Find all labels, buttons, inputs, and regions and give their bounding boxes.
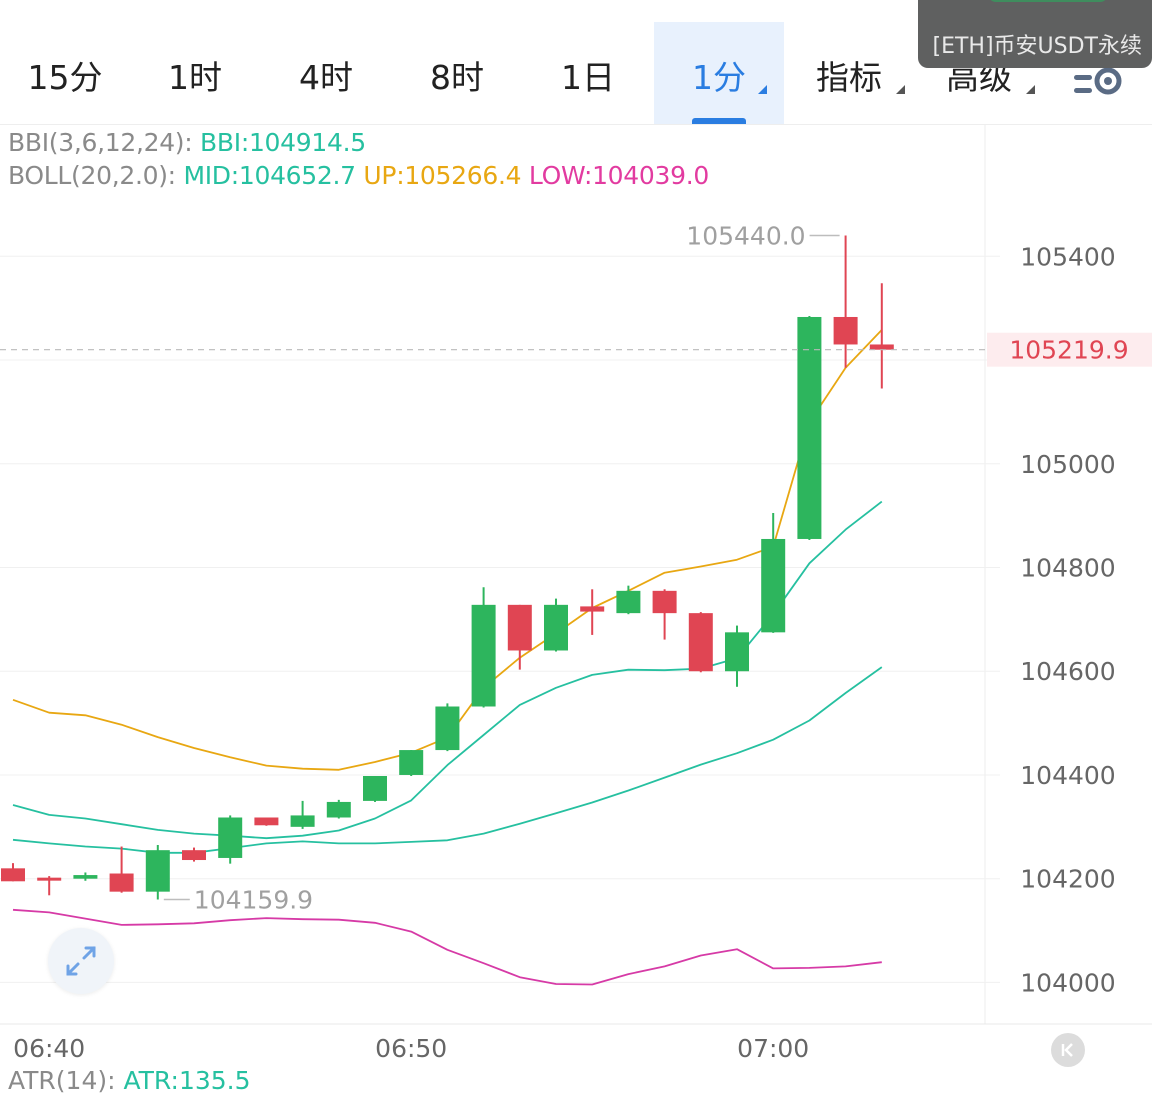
tab-15m[interactable]: 15分: [0, 22, 130, 124]
x-tick-label: 06:50: [375, 1034, 447, 1063]
candles: [1, 235, 894, 900]
candle-body: [37, 877, 62, 881]
boll-legend-name: BOLL(20,2.0):: [8, 161, 176, 190]
candle-body: [326, 801, 351, 818]
y-tick-label: 104400: [1020, 761, 1115, 790]
candle-body: [797, 316, 822, 539]
symbol-overlay-popup[interactable]: [ETH]币安USDT永续: [918, 0, 1152, 68]
boll-legend: BOLL(20,2.0): MID:104652.7 UP:105266.4 L…: [8, 161, 709, 190]
x-tick-label: 07:00: [737, 1034, 809, 1063]
series-line-up: [12, 500, 883, 840]
atr-legend: ATR(14): ATR:135.5: [8, 1066, 251, 1095]
y-tick-label: 105400: [1020, 242, 1115, 271]
candle-body: [290, 815, 315, 827]
series-line-mid: [12, 666, 883, 854]
candle-body: [435, 706, 460, 751]
candle-body: [145, 850, 170, 892]
candle-body: [109, 873, 134, 892]
candle-body: [363, 776, 387, 801]
scroll-to-latest-button[interactable]: [1051, 1033, 1085, 1067]
bbi-legend-value: BBI:104914.5: [200, 128, 366, 157]
boll-up-value: UP:105266.4: [363, 161, 522, 190]
tab-label: 1日: [561, 58, 615, 97]
candle-body: [725, 632, 749, 672]
axis-labels: 105400 105000 104800 104600 104400 104200 1040…: [0, 222, 1152, 1063]
dropdown-caret-icon: [896, 84, 905, 94]
current-price-label: 105219.9: [1009, 336, 1128, 365]
y-tick-label: 104000: [1020, 968, 1115, 997]
skip-left-icon: [1061, 1043, 1073, 1057]
y-tick-label: 105000: [1020, 450, 1115, 479]
current-price-marker-bg: [987, 332, 1152, 367]
y-tick-label: 104600: [1020, 657, 1115, 686]
fullscreen-button[interactable]: [48, 928, 114, 994]
tab-1d[interactable]: 1日: [523, 22, 653, 124]
tab-label: 指标: [816, 58, 882, 97]
divider: [0, 124, 1152, 125]
x-tick-label: 06:40: [13, 1034, 85, 1063]
atr-legend-value: ATR:135.5: [123, 1066, 251, 1095]
tab-label: 1分: [692, 58, 746, 97]
indicator-lines: [12, 329, 883, 986]
overlay-price-bar: [988, 0, 1108, 2]
candle-body: [869, 344, 894, 350]
tab-indicators-dropdown[interactable]: 指标: [784, 22, 914, 124]
min-price-label: 104159.9: [194, 885, 313, 914]
candle-body: [507, 604, 532, 651]
tab-1h[interactable]: 1时: [130, 22, 260, 124]
active-tab-indicator: [692, 118, 746, 124]
candle-body: [73, 875, 98, 879]
grid: [0, 124, 1152, 1025]
boll-mid-value: MID:104652.7: [183, 161, 356, 190]
candle-body: [182, 850, 206, 861]
candle-body: [1, 868, 25, 882]
timeframe-tabs: 15分 1时 4时 8时 1日 1分 指标 高级: [0, 0, 1152, 124]
series-line-low: [12, 908, 882, 986]
bbi-legend-name: BBI(3,6,12,24):: [8, 128, 193, 157]
candle-body: [833, 316, 858, 345]
bbi-legend: BBI(3,6,12,24): BBI:104914.5: [8, 128, 366, 157]
candle-body: [652, 590, 677, 614]
y-tick-label: 104200: [1020, 865, 1115, 894]
symbol-label: [ETH]币安USDT永续: [932, 34, 1143, 59]
candle-body: [616, 590, 641, 614]
tab-label: 8时: [430, 58, 484, 97]
candle-body: [218, 817, 243, 858]
tab-label: 15分: [27, 58, 103, 97]
dropdown-caret-icon: [758, 84, 767, 94]
candle-body: [580, 606, 605, 612]
dropdown-caret-icon: [1026, 84, 1035, 94]
candle-body: [761, 538, 786, 633]
expand-arrows-icon: [66, 946, 96, 976]
tab-8h[interactable]: 8时: [392, 22, 522, 124]
candle-body: [688, 613, 713, 672]
candle-body: [254, 817, 279, 826]
y-tick-label: 104800: [1020, 553, 1115, 582]
candle-body: [471, 604, 496, 707]
tab-4h[interactable]: 4时: [261, 22, 391, 124]
boll-low-value: LOW:104039.0: [528, 161, 709, 190]
tab-label: 4时: [299, 58, 353, 97]
candle-body: [544, 604, 568, 651]
atr-legend-name: ATR(14):: [8, 1066, 116, 1095]
max-price-label: 105440.0: [686, 222, 805, 251]
tab-1m-dropdown[interactable]: 1分: [654, 22, 784, 124]
tab-label: 1时: [168, 58, 222, 97]
candle-body: [399, 750, 424, 775]
